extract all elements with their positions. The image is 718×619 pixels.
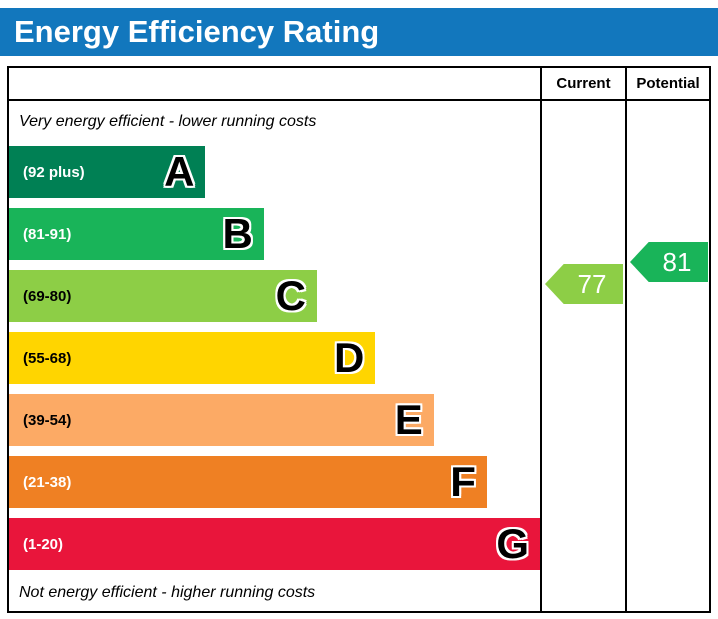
potential-rating-value: 81 xyxy=(662,246,692,277)
band-row-e: (39-54) E xyxy=(9,389,540,451)
band-bar-b: (81-91) B xyxy=(9,208,264,260)
band-bar-e: (39-54) E xyxy=(9,394,434,446)
band-bar-g: (1-20) G xyxy=(9,518,540,570)
band-bar-a: (92 plus) A xyxy=(9,146,206,198)
band-range-label: (55-68) xyxy=(23,349,72,367)
band-row-a: (92 plus) A xyxy=(9,141,540,203)
band-row-g: (1-20) G xyxy=(9,513,540,575)
current-rating-arrow: 77 xyxy=(545,264,623,304)
band-letter: D xyxy=(334,334,365,381)
band-letter: G xyxy=(496,520,529,567)
band-bar-f: (21-38) F xyxy=(9,456,487,508)
band-bar-c: (69-80) C xyxy=(9,270,317,322)
band-range-label: (69-80) xyxy=(23,287,72,305)
band-row-f: (21-38) F xyxy=(9,451,540,513)
band-range-label: (39-54) xyxy=(23,411,72,429)
epc-rating-chart: Current Potential Very energy efficient … xyxy=(7,66,711,613)
band-letter: F xyxy=(450,458,476,505)
current-rating-value: 77 xyxy=(577,268,607,299)
band-range-label: (1-20) xyxy=(23,535,64,553)
bottom-note: Not energy efficient - higher running co… xyxy=(19,584,316,601)
band-range-label: (21-38) xyxy=(23,473,72,491)
band-range-label: (92 plus) xyxy=(23,163,85,181)
header-spacer xyxy=(9,68,540,101)
current-column: 77 xyxy=(540,101,625,611)
band-letter: C xyxy=(275,272,306,319)
top-note: Very energy efficient - lower running co… xyxy=(19,113,317,130)
band-row-d: (55-68) D xyxy=(9,327,540,389)
column-header-current: Current xyxy=(540,68,625,101)
potential-rating-arrow: 81 xyxy=(630,242,708,282)
potential-column: 81 xyxy=(625,101,709,611)
band-row-c: (69-80) C xyxy=(9,265,540,327)
page-title: Energy Efficiency Rating xyxy=(14,14,380,49)
column-header-potential: Potential xyxy=(625,68,709,101)
band-area: Very energy efficient - lower running co… xyxy=(9,101,540,611)
title-bar: Energy Efficiency Rating xyxy=(0,8,718,56)
band-letter: A xyxy=(164,148,195,195)
band-row-b: (81-91) B xyxy=(9,203,540,265)
band-range-label: (81-91) xyxy=(23,225,72,243)
band-letter: E xyxy=(394,396,423,443)
band-bar-d: (55-68) D xyxy=(9,332,376,384)
band-letter: B xyxy=(222,210,253,257)
